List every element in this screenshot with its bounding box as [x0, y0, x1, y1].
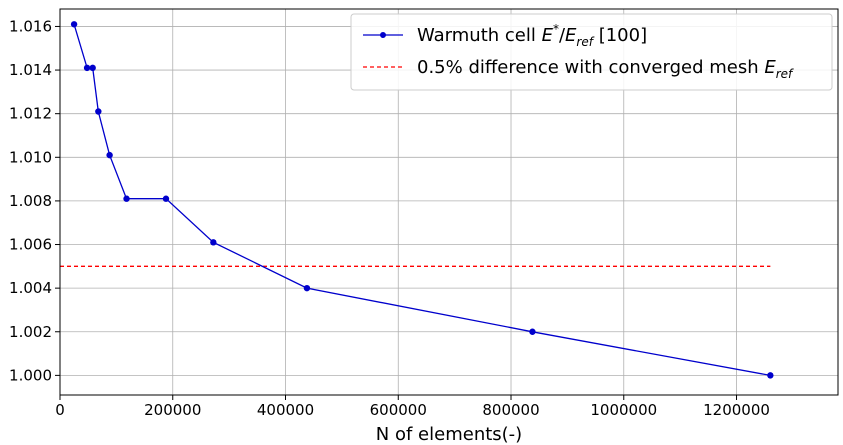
series-warmuth-point	[529, 328, 536, 335]
x-tick-label: 1200000	[703, 401, 770, 419]
x-tick-label: 400000	[257, 401, 314, 419]
y-axis-ticks: 1.000 1.002 1.004 1.006 1.008 1.010 1.012 1.014…	[9, 17, 60, 384]
x-tick-label: 1000000	[590, 401, 657, 419]
y-tick-label: 1.004	[9, 279, 52, 297]
y-tick-label: 1.012	[9, 105, 52, 123]
series-warmuth-point	[70, 21, 78, 28]
legend-box	[350, 13, 833, 91]
y-tick-label: 1.008	[9, 192, 52, 210]
x-axis-title: N of elements(-)	[376, 424, 522, 445]
legend-label-warmuth: Warmuth cell E*/Eref [100]	[417, 22, 647, 49]
grid	[59, 9, 838, 395]
x-tick-label: 800000	[482, 401, 539, 419]
series-layer	[60, 21, 774, 379]
series-warmuth-point	[89, 64, 96, 72]
y-tick-label: 1.006	[9, 236, 52, 254]
y-tick-label: 1.014	[9, 61, 52, 79]
series-warmuth-point	[303, 284, 311, 292]
series-warmuth-point	[162, 195, 170, 202]
x-tick-label: 0	[55, 401, 65, 419]
x-axis-ticks: 0 200000 400000 600000 800000 1000000 1200000	[55, 395, 770, 419]
legend-label-threshold: 0.5% difference with converged mesh Eref	[417, 57, 794, 81]
x-tick-label: 600000	[370, 401, 427, 419]
series-warmuth-point	[95, 108, 102, 115]
series-warmuth-point	[210, 239, 217, 246]
series-warmuth-point	[83, 64, 91, 72]
plot-frame	[59, 8, 839, 396]
y-tick-label: 1.016	[9, 17, 52, 35]
y-tick-label: 1.010	[9, 148, 52, 166]
legend-marker-warmuth	[380, 32, 386, 38]
series-warmuth-point	[767, 372, 774, 379]
y-tick-label: 1.000	[9, 366, 52, 384]
series-warmuth-point	[123, 195, 130, 202]
series-warmuth-point	[106, 151, 113, 159]
legend: Warmuth cell E*/Eref [100] 0.5% differen…	[350, 13, 833, 91]
y-tick-label: 1.002	[9, 323, 52, 341]
x-tick-label: 200000	[144, 401, 201, 419]
